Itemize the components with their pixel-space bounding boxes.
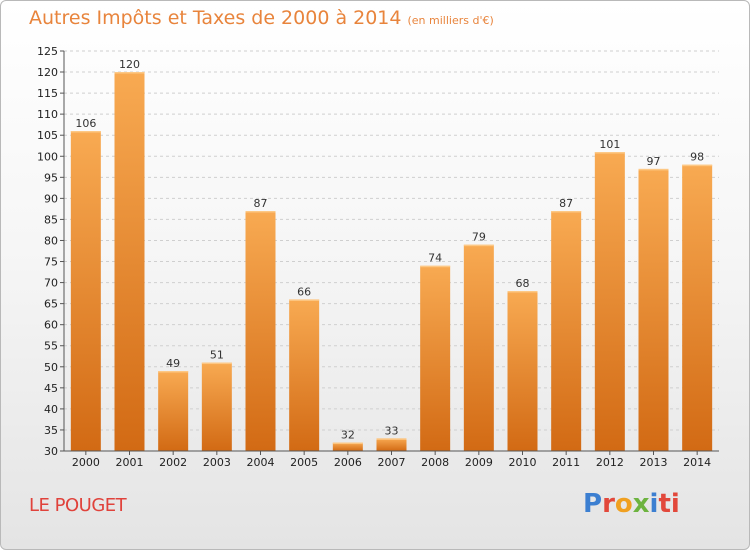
y-tick-label: 65 [44,298,58,311]
x-tick-label: 2005 [290,456,318,469]
bar-highlight [114,72,145,74]
bar [594,152,625,452]
bar-value-label: 66 [297,285,311,298]
bar [201,362,232,451]
bar-value-label: 68 [516,277,530,290]
logo-letter: i [649,489,659,519]
bar [245,211,276,451]
bar-value-label: 32 [341,429,355,442]
x-tick-label: 2000 [72,456,100,469]
y-tick-label: 80 [44,234,58,247]
bar [463,244,494,451]
bar-highlight [463,244,494,247]
bar [70,131,101,451]
y-tick-label: 90 [44,192,58,205]
bar [420,265,451,451]
logo-letter: o [614,489,633,519]
bar-value-label: 33 [385,424,399,437]
y-tick-label: 60 [44,319,58,332]
y-tick-label: 75 [44,256,58,269]
y-tick-label: 85 [44,213,58,226]
x-tick-label: 2013 [640,456,668,469]
y-axis: 30 35 40 45 50 55 60 65 70 75 80 85 90 95 100 105 110 115… [37,45,65,458]
y-tick-label: 100 [37,150,58,163]
x-tick-label: 2007 [378,456,406,469]
x-tick-label: 2009 [465,456,493,469]
bar-value-label: 120 [119,58,140,71]
y-tick-label: 110 [37,108,58,121]
x-tick-label: 2003 [203,456,231,469]
y-tick-label: 120 [37,66,58,79]
bar-value-label: 87 [559,197,573,210]
x-axis: 2000 2001 2002 2003 2004 2005 2006 2007 2008 2009… [64,450,719,469]
bar-highlight [682,164,713,167]
y-tick-label: 30 [44,445,58,458]
bar-highlight [594,152,625,154]
bar [507,291,538,451]
bar [638,168,669,452]
bar-highlight [158,371,189,373]
bar-highlight [245,211,276,213]
bar [551,211,582,451]
x-tick-label: 2011 [552,456,580,469]
y-tick-label: 115 [37,87,58,100]
bar [682,164,713,451]
proxiti-logo[interactable]: Proxiti [583,489,680,519]
chart-subtitle: (en milliers d'€) [407,14,494,27]
bar [289,299,320,451]
bar-highlight [332,442,363,445]
bar-highlight [201,362,232,365]
bar-highlight [507,291,538,293]
chart-title-text: Autres Impôts et Taxes de 2000 à 2014 [29,7,402,29]
y-tick-label: 95 [44,171,58,184]
y-tick-label: 70 [44,277,58,290]
bar-value-label: 97 [647,155,661,168]
logo-letter: ti [658,489,680,519]
logo-letter: r [602,489,615,519]
bar [332,442,363,451]
x-tick-label: 2008 [421,456,449,469]
y-tick-label: 50 [44,361,58,374]
x-tick-label: 2001 [116,456,144,469]
x-tick-label: 2006 [334,456,362,469]
bar-highlight [70,131,101,133]
bar [158,371,189,451]
x-tick-label: 2012 [596,456,624,469]
bar-value-label: 51 [210,349,224,362]
logo-letter: P [583,489,603,519]
bar-value-label: 74 [428,252,442,265]
bars: 106 120 49 51 87 66 32 33 74 79 68 87 101 97 98 [70,58,713,452]
x-tick-label: 2002 [159,456,187,469]
bar-value-label: 106 [75,117,96,130]
x-tick-label: 2010 [509,456,537,469]
bar-value-label: 98 [690,151,704,164]
bar-highlight [551,211,582,213]
y-tick-label: 40 [44,403,58,416]
bar-highlight [420,265,451,268]
bar-highlight [638,168,669,171]
bar [376,438,407,451]
x-tick-label: 2014 [683,456,711,469]
bar-value-label: 101 [599,138,620,151]
bar [114,72,145,451]
y-tick-label: 125 [37,45,58,58]
bar-value-label: 49 [166,357,180,370]
bar-highlight [289,299,320,301]
place-name: LE POUGET [29,495,127,516]
chart-title: Autres Impôts et Taxes de 2000 à 2014 (en… [29,7,494,29]
bar-value-label: 79 [472,231,486,244]
y-tick-label: 105 [37,129,58,142]
bar-highlight [376,438,407,440]
y-tick-label: 45 [44,382,58,395]
bar-value-label: 87 [254,197,268,210]
logo-letter: x [632,489,650,519]
y-tick-label: 35 [44,424,58,437]
y-tick-label: 55 [44,340,58,353]
x-tick-label: 2004 [247,456,275,469]
